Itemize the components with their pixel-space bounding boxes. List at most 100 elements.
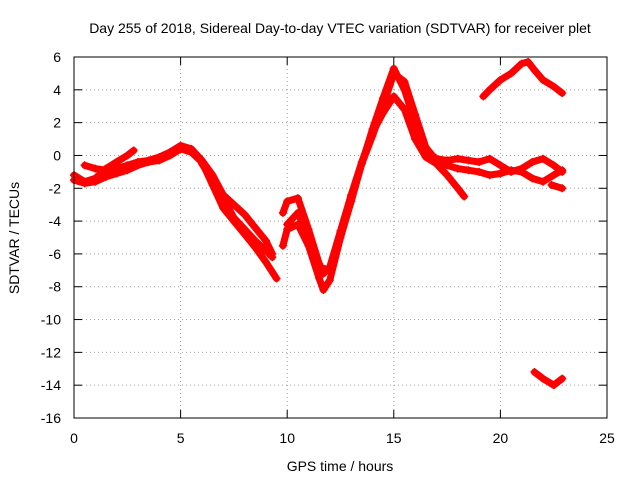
series-trace <box>531 368 566 389</box>
plot-frame <box>73 56 608 419</box>
data-point <box>325 276 334 285</box>
chart-title: Day 255 of 2018, Sidereal Day-to-day VTE… <box>89 20 591 36</box>
data-point <box>319 286 328 295</box>
data-point <box>261 246 270 255</box>
data-point <box>549 171 558 180</box>
y-tick-label: -12 <box>41 344 61 360</box>
data-point <box>443 171 452 180</box>
data-point <box>251 223 260 232</box>
data-point <box>485 154 494 163</box>
data-point <box>379 94 388 103</box>
x-axis-label: GPS time / hours <box>287 458 394 474</box>
data-point <box>278 241 287 250</box>
data-layer <box>70 57 567 390</box>
data-point <box>496 169 505 178</box>
data-point <box>112 164 121 173</box>
data-point <box>293 208 302 217</box>
data-point <box>133 158 142 167</box>
y-tick-label: -14 <box>41 377 61 393</box>
data-point <box>496 161 505 170</box>
data-point <box>485 171 494 180</box>
series-trace <box>479 58 566 100</box>
x-tick-label: 10 <box>279 430 295 446</box>
data-point <box>101 166 110 175</box>
data-point <box>129 146 138 155</box>
data-point <box>464 156 473 165</box>
series-track-g <box>283 64 567 275</box>
data-point <box>453 164 462 173</box>
x-tick-label: 5 <box>177 430 185 446</box>
y-tick-label: -16 <box>41 410 61 426</box>
data-point <box>325 266 334 275</box>
data-point <box>283 220 292 229</box>
series-track-h <box>479 57 567 101</box>
data-point <box>400 85 409 94</box>
data-point <box>357 159 366 168</box>
data-point <box>453 154 462 163</box>
data-point <box>464 166 473 175</box>
data-point <box>283 197 292 206</box>
data-point <box>549 161 558 170</box>
y-tick-label: -8 <box>49 279 62 295</box>
data-point <box>91 177 100 186</box>
data-point <box>479 92 488 101</box>
data-point <box>507 69 516 78</box>
data-point <box>475 158 484 167</box>
data-point <box>558 184 567 193</box>
series-track-i <box>530 368 567 390</box>
y-tick-label: 2 <box>53 115 61 131</box>
data-point <box>485 85 494 94</box>
data-point <box>240 210 249 219</box>
data-point <box>278 208 287 217</box>
y-tick-label: -6 <box>49 246 62 262</box>
data-point <box>558 89 567 98</box>
data-point <box>91 164 100 173</box>
data-point <box>421 146 430 155</box>
data-point <box>539 154 548 163</box>
y-tick-label: 4 <box>53 82 61 98</box>
data-point <box>460 192 469 201</box>
data-point <box>272 274 281 283</box>
x-tick-label: 15 <box>386 430 402 446</box>
data-point <box>389 64 398 73</box>
data-point <box>240 225 249 234</box>
data-point <box>547 180 556 189</box>
data-point <box>187 144 196 153</box>
data-point <box>432 154 441 163</box>
data-point <box>261 258 270 267</box>
data-point <box>144 156 153 165</box>
y-tick-label: -4 <box>49 213 62 229</box>
data-point <box>517 164 526 173</box>
data-point <box>524 57 533 66</box>
data-point <box>268 253 277 262</box>
data-point <box>80 161 89 170</box>
data-point <box>539 75 548 84</box>
data-point <box>293 194 302 203</box>
data-point <box>530 66 539 75</box>
data-point <box>539 374 548 383</box>
data-point <box>558 374 567 383</box>
data-point <box>208 176 217 185</box>
data-point <box>176 141 185 150</box>
data-point <box>347 197 356 206</box>
data-point <box>528 174 537 183</box>
data-point <box>315 263 324 272</box>
data-point <box>475 167 484 176</box>
x-tick-label: 20 <box>493 430 509 446</box>
y-axis-label: SDTVAR / TECUs <box>6 182 22 294</box>
data-point <box>155 153 164 162</box>
data-point <box>443 156 452 165</box>
data-point <box>123 151 132 160</box>
data-point <box>123 161 132 170</box>
series-trace <box>198 160 276 261</box>
data-point <box>368 125 377 134</box>
data-point <box>315 274 324 283</box>
y-tick-label: -10 <box>41 312 61 328</box>
data-point <box>251 236 260 245</box>
data-point <box>528 158 537 167</box>
data-point <box>336 233 345 242</box>
data-point <box>304 233 313 242</box>
data-point <box>549 381 558 390</box>
data-point <box>197 159 206 168</box>
